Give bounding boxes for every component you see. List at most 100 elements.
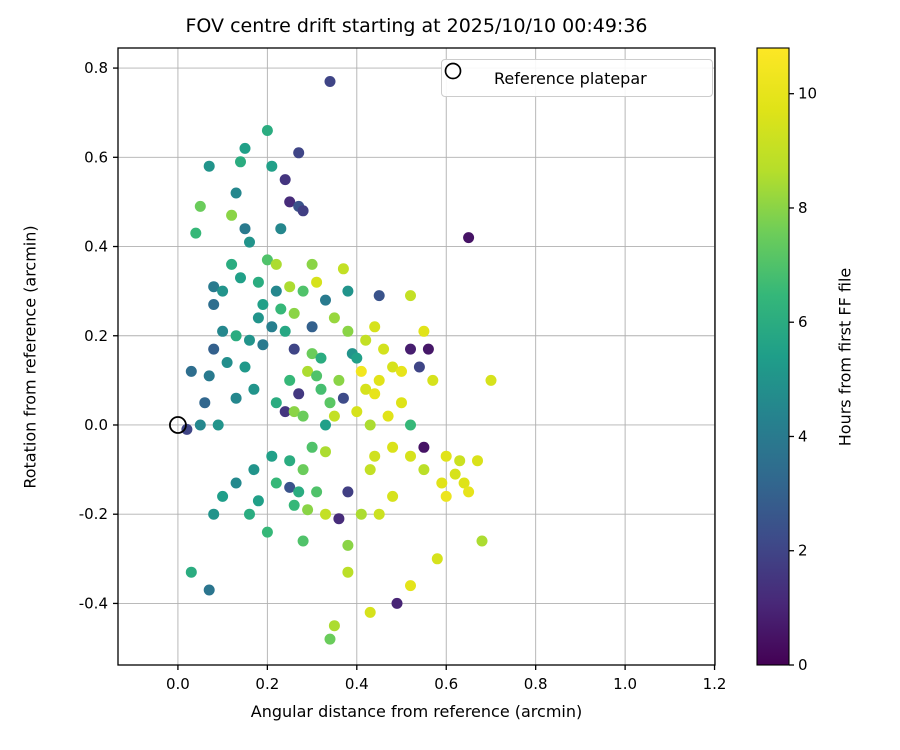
- scatter-point: [337, 392, 349, 404]
- scatter-point: [405, 419, 416, 431]
- scatter-point: [306, 258, 318, 270]
- scatter-point: [378, 343, 390, 355]
- scatter-point: [239, 223, 251, 235]
- scatter-point: [342, 486, 354, 498]
- colorbar: 0 2 4 6 8 10: [756, 47, 817, 674]
- scatter-point: [324, 397, 336, 409]
- scatter-point: [418, 464, 430, 476]
- scatter-point: [257, 339, 269, 351]
- scatter-point: [369, 450, 381, 462]
- colorbar-tick-label: 8: [798, 199, 808, 217]
- scatter-point: [208, 508, 220, 520]
- scatter-point: [252, 276, 264, 288]
- scatter-point: [405, 290, 416, 302]
- scatter-point: [230, 477, 242, 489]
- scatter-points: [181, 76, 497, 645]
- scatter-point: [449, 468, 461, 480]
- colorbar-label: Hours from first FF file: [835, 267, 855, 447]
- x-tick-label: 0.0: [166, 675, 190, 693]
- reference-platepar-marker-icon: [444, 62, 480, 89]
- scatter-point: [306, 321, 318, 333]
- reference-platepar-marker: [169, 416, 187, 434]
- scatter-point: [239, 361, 251, 373]
- scatter-point: [297, 464, 309, 476]
- scatter-point: [342, 566, 354, 578]
- scatter-point: [320, 294, 331, 306]
- scatter-point: [373, 374, 385, 386]
- scatter-point: [270, 477, 282, 489]
- y-tick-label: 0.8: [84, 59, 108, 77]
- scatter-point: [208, 343, 220, 355]
- y-tick-label: 0.4: [84, 238, 108, 256]
- y-axis-ticks: -0.4 -0.2 0.0 0.2 0.4 0.6 0.8: [79, 59, 118, 612]
- scatter-point: [185, 365, 197, 377]
- scatter-point: [418, 325, 430, 337]
- scatter-point: [261, 526, 273, 538]
- scatter-point: [244, 236, 255, 248]
- legend: Reference platepar: [441, 59, 713, 97]
- scatter-point: [387, 490, 399, 502]
- scatter-point: [387, 361, 399, 373]
- scatter-point: [235, 156, 246, 168]
- scatter-point: [440, 450, 452, 462]
- scatter-point: [288, 343, 300, 355]
- x-tick-label: 1.0: [613, 675, 637, 693]
- scatter-point: [270, 397, 282, 409]
- y-tick-label: 0.6: [84, 148, 108, 166]
- y-tick-label: -0.4: [79, 594, 108, 612]
- colorbar-tick-label: 2: [798, 542, 808, 560]
- scatter-point: [212, 419, 224, 431]
- scatter-point: [387, 441, 399, 453]
- scatter-point: [485, 374, 497, 386]
- scatter-point: [266, 160, 278, 172]
- colorbar-tick-label: 6: [798, 313, 808, 331]
- scatter-point: [405, 580, 416, 592]
- scatter-point: [226, 258, 238, 270]
- plot-border: [117, 47, 716, 666]
- scatter-point: [261, 125, 273, 136]
- scatter-point: [257, 299, 269, 310]
- scatter-point: [413, 361, 425, 373]
- scatter-point: [248, 383, 260, 395]
- scatter-point: [418, 441, 430, 453]
- scatter-point: [355, 365, 367, 377]
- scatter-point: [320, 419, 331, 431]
- scatter-point: [472, 455, 483, 467]
- scatter-point: [203, 160, 215, 172]
- scatter-point: [194, 200, 206, 212]
- scatter-point: [217, 490, 229, 502]
- colorbar-gradient: [756, 47, 790, 666]
- scatter-point: [293, 147, 305, 159]
- scatter-point: [302, 365, 314, 377]
- scatter-point: [427, 374, 439, 386]
- scatter-point: [351, 352, 363, 364]
- scatter-point: [194, 419, 206, 431]
- scatter-point: [252, 312, 264, 324]
- scatter-point: [293, 486, 305, 498]
- scatter-point: [324, 76, 336, 87]
- scatter-point: [454, 455, 466, 467]
- scatter-point: [297, 410, 309, 422]
- scatter-point: [248, 464, 260, 476]
- scatter-point: [311, 486, 323, 498]
- scatter-point: [239, 142, 251, 154]
- scatter-point: [476, 535, 488, 547]
- scatter-point: [266, 450, 278, 462]
- scatter-point: [203, 370, 215, 382]
- scatter-point: [284, 455, 296, 467]
- scatter-point: [208, 281, 220, 293]
- scatter-point: [431, 553, 443, 565]
- y-tick-label: 0.0: [84, 416, 108, 434]
- scatter-point: [275, 303, 287, 315]
- scatter-point: [320, 446, 331, 458]
- scatter-point: [297, 285, 309, 297]
- scatter-point: [436, 477, 448, 489]
- y-tick-label: -0.2: [79, 505, 108, 523]
- scatter-point: [270, 285, 282, 297]
- scatter-point: [360, 383, 372, 395]
- scatter-point: [252, 495, 264, 507]
- scatter-point: [463, 232, 475, 244]
- scatter-point: [284, 481, 296, 493]
- scatter-point: [382, 410, 394, 422]
